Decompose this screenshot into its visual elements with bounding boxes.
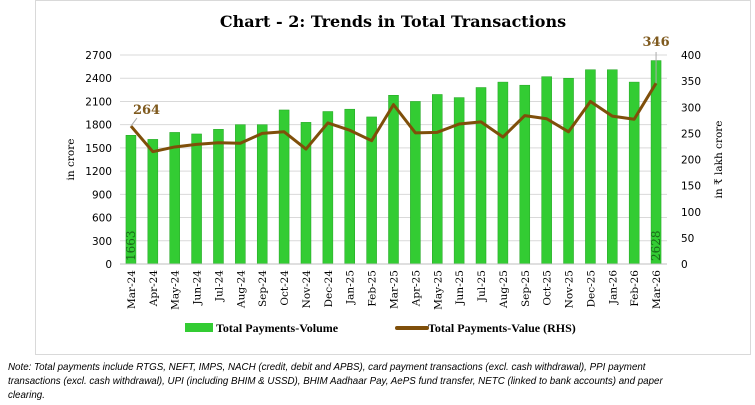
y-tick-label: 1800 [85,120,112,132]
x-tick-label: Nov-24 [301,270,313,309]
bar [541,76,552,265]
x-tick-label: Mar-24 [126,270,138,309]
bar [607,69,618,265]
y2-tick-label: 200 [681,155,701,167]
x-tick-label: Apr-25 [410,270,422,307]
label-leader [130,117,138,127]
y2-tick-label: 400 [681,50,701,62]
legend-label-value: Total Payments-Value (RHS) [428,321,576,335]
y-tick-label: 600 [92,213,112,225]
x-tick-label: Oct-25 [542,270,554,306]
y-tick-label: 1500 [85,143,112,155]
bar-data-label: 2628 [649,230,663,261]
y-tick-label: 900 [92,189,112,201]
y-tick-label: 0 [105,259,112,271]
legend-swatch-volume [185,323,213,332]
bar [213,129,224,265]
y-axis-label: in crore [65,139,77,181]
chart: Chart - 2: Trends in Total Transactions 0… [65,12,725,335]
bar [585,69,596,265]
y-tick-label: 2100 [85,96,112,108]
x-tick-label: Jul-24 [213,270,225,303]
legend-label-volume: Total Payments-Volume [216,321,339,335]
y2-tick-label: 250 [681,128,701,140]
bar [410,101,421,265]
bar [322,111,334,265]
y2-tick-label: 300 [681,102,701,114]
x-tick-label: Mar-26 [651,270,663,309]
bar-data-label: 1663 [124,230,138,261]
y-tick-label: 300 [92,236,112,248]
x-tick-label: Feb-26 [629,270,641,307]
y2-axis-label: in ₹ lakh crore [713,120,725,198]
x-tick-label: Jul-25 [476,270,488,302]
bar [169,132,180,265]
x-tick-label: Jun-24 [192,270,204,306]
x-tick-label: May-25 [432,270,444,310]
y2-tick-label: 100 [681,207,701,219]
y2-tick-label: 0 [681,259,688,271]
x-tick-label: Sep-25 [520,270,532,307]
x-tick-label: Jun-25 [454,270,466,306]
x-tick-label: Feb-25 [367,270,379,307]
bar [235,124,246,265]
bar [563,77,574,265]
x-tick-label: Mar-25 [389,270,401,309]
bar [432,94,443,265]
bar [475,87,487,265]
bar [497,81,509,265]
y-tick-label: 2400 [85,73,112,85]
y2-tick-label: 350 [681,76,701,88]
x-tick-label: Aug-25 [498,270,510,309]
chart-title: Chart - 2: Trends in Total Transactions [220,12,566,31]
line-data-label: 264 [133,103,160,118]
x-tick-label: Sep-24 [257,270,269,307]
x-tick-label: Nov-25 [564,270,576,308]
chart-frame [35,0,751,355]
bar [147,139,159,265]
x-tick-label: Dec-25 [585,270,597,307]
y-tick-label: 2700 [85,50,112,62]
x-tick-label: Dec-24 [323,270,335,308]
x-tick-label: Oct-24 [279,270,291,306]
x-tick-label: May-24 [170,270,182,310]
bar [256,124,268,265]
x-tick-label: Apr-24 [148,270,160,308]
bar [388,95,399,265]
y2-tick-label: 50 [681,233,694,245]
bar [628,81,640,265]
x-tick-label: Jan-25 [345,270,357,305]
y-tick-label: 1200 [85,166,112,178]
x-tick-label: Aug-24 [235,270,247,309]
bar [191,133,202,265]
x-tick-label: Jan-26 [607,270,619,305]
line-data-label: 346 [642,35,669,50]
y2-tick-label: 150 [681,181,701,193]
bar [519,84,531,265]
chart-note: Note: Total payments include RTGS, NEFT,… [8,361,663,401]
